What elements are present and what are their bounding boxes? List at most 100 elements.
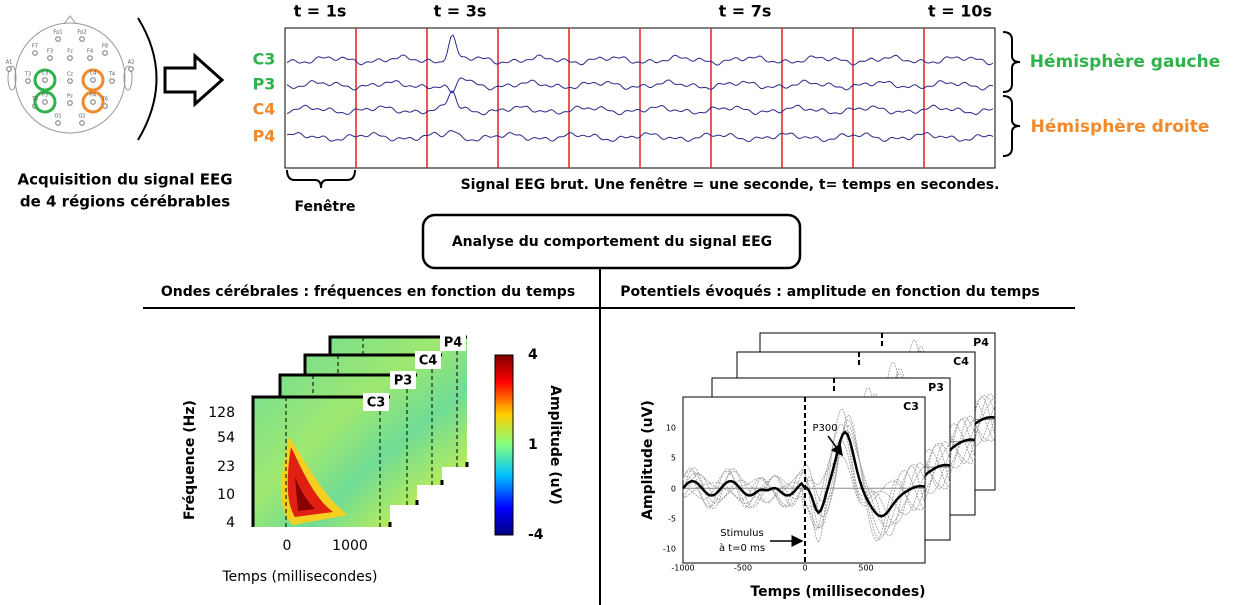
electrode-label: Fz xyxy=(67,49,73,55)
panel-label: P3 xyxy=(394,374,413,389)
time-label: t = 10s xyxy=(928,2,992,21)
panel-label: C4 xyxy=(953,355,969,368)
colorbar-tick: -4 xyxy=(528,527,544,543)
stimulus-label: Stimulus xyxy=(720,528,763,539)
electrode xyxy=(102,50,108,56)
panel-label-box xyxy=(390,371,416,389)
axis-label: Temps (millisecondes) xyxy=(221,569,377,585)
braces xyxy=(286,31,1021,189)
electrode xyxy=(32,50,38,56)
window-lines xyxy=(355,28,925,168)
channel-label: C3 xyxy=(253,50,276,69)
section-title: Potentiels évoqués : amplitude en foncti… xyxy=(620,284,1039,300)
arrow xyxy=(163,52,225,108)
panel-label-box xyxy=(363,393,389,411)
tick-label: 54 xyxy=(217,430,235,446)
tick-label: -5 xyxy=(668,515,676,524)
electrode-label: C4 xyxy=(90,71,97,77)
analysis-box xyxy=(421,213,802,270)
electrode xyxy=(6,66,12,72)
electrode xyxy=(67,55,73,61)
panel-label-box xyxy=(924,380,948,396)
panel-label-box xyxy=(949,354,973,370)
channel-label: P3 xyxy=(253,75,276,94)
electrode-label: A1 xyxy=(6,60,13,66)
time-label: t = 3s xyxy=(434,2,487,21)
panel-label: C4 xyxy=(419,354,438,369)
electrode-label: A2 xyxy=(128,60,135,66)
channel-label: C4 xyxy=(253,100,276,119)
time-label: t = 7s xyxy=(719,2,772,21)
electrode-label: Fp1 xyxy=(53,30,62,36)
electrode-label: T6 xyxy=(101,97,108,103)
electrode xyxy=(90,99,96,105)
electrode-label: T5 xyxy=(31,97,38,103)
electrode xyxy=(79,120,85,126)
tick-label: -1000 xyxy=(671,564,694,573)
tick-label: 1000 xyxy=(332,538,368,554)
electrode-label: T4 xyxy=(108,72,115,78)
electrode xyxy=(87,55,93,61)
trial-trace xyxy=(682,419,926,540)
electrode-label: O1 xyxy=(54,114,61,120)
electrode xyxy=(90,77,96,83)
electrode-label: Fp2 xyxy=(77,30,86,36)
electrode xyxy=(42,77,48,83)
activation xyxy=(295,477,315,511)
peak-arrow xyxy=(827,435,843,457)
time-label: t = 1s xyxy=(294,2,347,21)
tick-label: 128 xyxy=(208,405,235,421)
region-circles xyxy=(33,68,105,114)
tick-label: -500 xyxy=(734,564,752,573)
axis-label: Amplitude (uV) xyxy=(547,385,563,505)
electrode-label: Cz xyxy=(67,72,73,78)
tick-label: 23 xyxy=(217,459,235,475)
colorbar-tick: 1 xyxy=(528,437,538,453)
panel-label-box xyxy=(969,335,993,351)
electrode-label: F8 xyxy=(102,44,108,50)
peak-label: P300 xyxy=(812,423,837,434)
tick-label: 5 xyxy=(671,454,676,463)
stimulus-label: à t=0 ms xyxy=(719,542,765,554)
electrode xyxy=(128,66,134,72)
head-map xyxy=(6,15,134,134)
panel-label-box xyxy=(440,333,466,351)
axis-label: Amplitude (uV) xyxy=(640,400,656,520)
electrode xyxy=(67,78,73,84)
section-title: Ondes cérébrales : fréquences en fonctio… xyxy=(161,284,575,300)
signal-trace xyxy=(286,77,994,93)
axis-label: Fréquence (Hz) xyxy=(182,400,198,520)
electrode xyxy=(55,36,61,42)
electrode xyxy=(109,78,115,84)
panel-label-box xyxy=(415,351,441,369)
analysis-title: Analyse du comportement du signal EEG xyxy=(452,234,772,250)
electrode-label: P3 xyxy=(42,93,48,99)
panel-label: C3 xyxy=(367,396,386,411)
bracket xyxy=(137,17,158,141)
signal-trace xyxy=(286,129,994,143)
hemisphere-label: Hémisphère gauche xyxy=(1030,52,1221,72)
tick-label: -10 xyxy=(663,545,676,554)
trial-trace xyxy=(682,414,926,542)
caption: de 4 régions cérébrables xyxy=(20,193,230,211)
trial-trace xyxy=(682,423,926,531)
axis-label: Temps (millisecondes) xyxy=(750,584,925,600)
tick-label: 0 xyxy=(283,538,292,554)
signal-caption: Signal EEG brut. Une fenêtre = une secon… xyxy=(461,177,1000,193)
labels: Fp1 Fp2 F7 F3 Fz F4 F8 A1 T3 C3 Cz C4 T4 A2 T5 P3 Pz P4 T6… xyxy=(6,2,1221,601)
panel-label: P3 xyxy=(928,381,944,394)
tick-label: 4 xyxy=(226,515,235,531)
electrode xyxy=(47,55,53,61)
signals xyxy=(286,34,994,143)
frame xyxy=(251,395,392,527)
panel-label: P4 xyxy=(444,336,463,351)
electrode xyxy=(79,36,85,42)
electrode xyxy=(67,100,73,106)
electrode-label: F4 xyxy=(87,49,93,55)
electrode xyxy=(25,78,31,84)
panel-label: P4 xyxy=(973,336,989,349)
panel-label: C3 xyxy=(903,400,919,413)
caption: Acquisition du signal EEG xyxy=(17,171,232,189)
tick-label: 0 xyxy=(671,485,676,494)
